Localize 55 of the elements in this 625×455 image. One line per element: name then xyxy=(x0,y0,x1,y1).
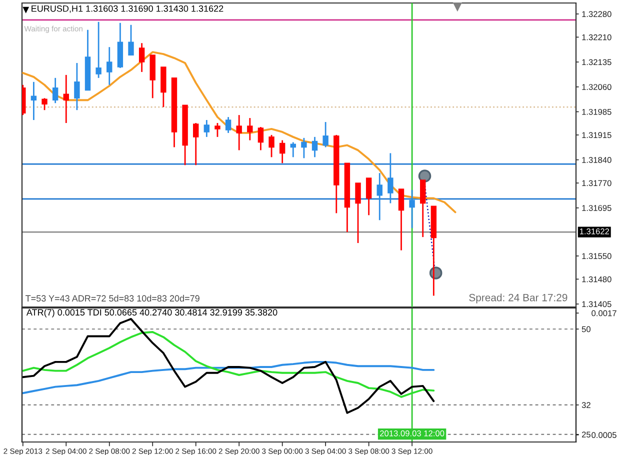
candlestick xyxy=(138,42,145,73)
annotation: Spread: 24 Bar 17:29 xyxy=(469,294,568,304)
candlestick xyxy=(42,97,48,111)
line-series xyxy=(22,331,435,398)
candlestick xyxy=(63,74,69,124)
y-tick-label: 1.31840 xyxy=(582,157,612,163)
y-tick-label: 1.32060 xyxy=(582,84,612,90)
candlestick xyxy=(236,114,242,151)
y-tick-label: 1.32210 xyxy=(582,34,612,40)
annotation: T=53 Y=43 ADR=72 5d=83 10d=83 20d=79 xyxy=(26,294,200,302)
candlestick xyxy=(30,81,37,121)
candlestick xyxy=(290,142,296,158)
candlestick xyxy=(366,177,372,216)
candlestick xyxy=(322,121,328,148)
candlestick xyxy=(376,172,382,221)
chart-title: EURUSD,H1 1.31603 1.31690 1.31430 1.31622 xyxy=(32,5,224,13)
candlestick xyxy=(74,62,80,111)
line-series xyxy=(22,318,435,414)
candlestick xyxy=(312,136,318,158)
y-tick-label: 1.31915 xyxy=(582,132,612,138)
candlestick xyxy=(204,119,210,138)
candlestick xyxy=(355,182,361,244)
y-tick-label: 1.31550 xyxy=(582,253,612,260)
ref-line-label: 2013.09.03 12:00 xyxy=(380,430,444,436)
y-tick-label: 32 xyxy=(582,402,590,408)
y-tick-label: 1.32280 xyxy=(582,11,612,18)
candlestick xyxy=(52,77,58,104)
candlestick xyxy=(420,179,426,238)
y-tick-label: 25 xyxy=(582,432,590,438)
y-tick-label: 1.32135 xyxy=(582,59,612,66)
candlestick xyxy=(225,116,232,134)
candlestick xyxy=(247,117,253,141)
chart-title: ATR(7) 0.0015 TDI 50.0665 40.2740 30.4814 32.9199 35.3820 xyxy=(26,308,278,318)
y2-tick-label: 0.0017 xyxy=(592,310,616,316)
candlestick xyxy=(96,21,102,79)
y-tick-label: 1.31695 xyxy=(582,205,612,211)
y-tick-label: 1.31985 xyxy=(582,108,612,115)
ref-line-label: 1.31622 xyxy=(580,228,610,234)
candlestick xyxy=(268,134,274,158)
candlestick xyxy=(398,188,404,252)
candlestick xyxy=(409,189,415,229)
y-tick-label: 1.31480 xyxy=(582,276,612,282)
y-tick-label: 1.31405 xyxy=(582,301,612,308)
candlestick xyxy=(279,140,286,164)
y-tick-label: 50 xyxy=(582,326,590,332)
candlestick xyxy=(214,122,220,138)
candlestick xyxy=(106,46,112,86)
line-series xyxy=(22,360,435,394)
y-tick-label: 1.31770 xyxy=(582,180,612,186)
y2-tick-label: 0.0005 xyxy=(592,432,616,438)
candlestick xyxy=(193,122,199,166)
candlestick xyxy=(258,126,264,151)
candlestick xyxy=(388,152,394,204)
candlestick xyxy=(128,24,134,56)
candlestick xyxy=(301,137,307,159)
